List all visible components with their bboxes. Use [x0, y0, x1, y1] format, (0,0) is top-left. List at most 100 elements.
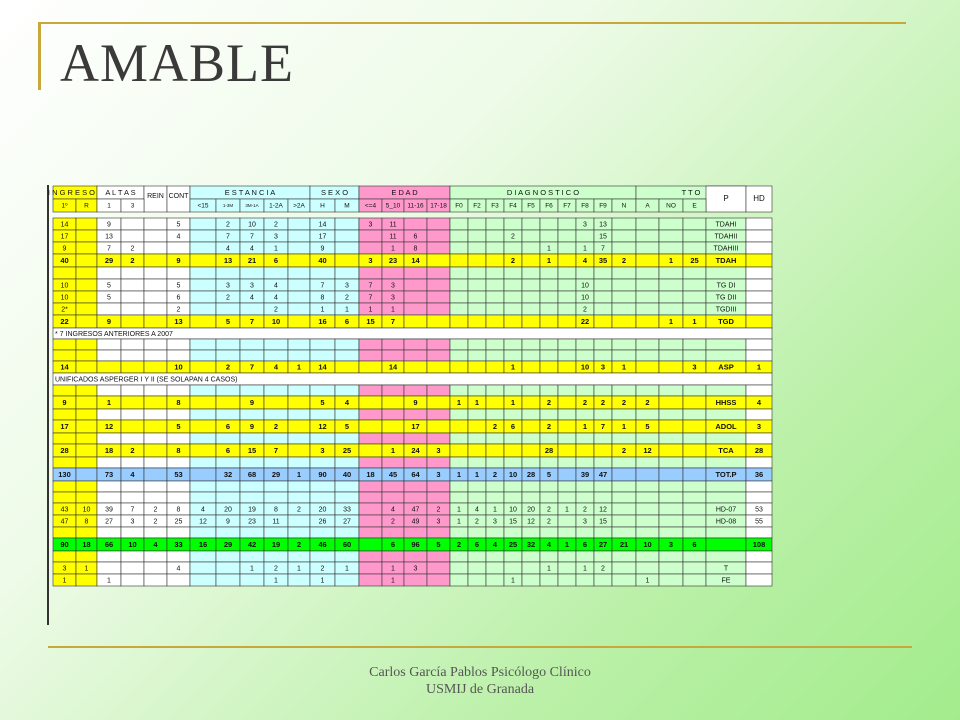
cell-value: 21	[248, 256, 256, 265]
table-cell	[557, 432, 577, 445]
cell-value: 3	[601, 362, 605, 371]
table-cell	[75, 408, 98, 421]
table-cell	[52, 408, 77, 421]
table-cell	[426, 241, 451, 255]
cell-value: 14	[389, 362, 398, 371]
cell-value: 2	[622, 256, 626, 265]
cell-value: 14	[60, 362, 69, 371]
cell-value: 27	[105, 518, 113, 525]
table-cell	[358, 229, 383, 243]
table-cell	[449, 290, 469, 304]
left-rule	[38, 22, 41, 90]
table-cell	[745, 229, 773, 243]
table-cell	[96, 561, 122, 575]
subheader-24: F8	[581, 203, 589, 210]
table-cell	[215, 302, 241, 316]
table-cell	[120, 419, 145, 434]
table-cell	[120, 360, 145, 374]
subheader-27: A	[645, 203, 650, 210]
table-cell	[557, 278, 577, 292]
table-cell	[215, 550, 241, 563]
table-cell	[611, 314, 637, 329]
table-cell	[539, 314, 559, 329]
cell-value: 10	[174, 362, 182, 371]
cell-value: 23	[248, 518, 256, 525]
table-cell	[426, 253, 451, 268]
table-cell	[143, 443, 168, 458]
cell-value: 4	[274, 294, 278, 301]
header-p-cell	[705, 185, 747, 213]
table-cell	[403, 480, 428, 493]
cell-value: 22	[581, 317, 589, 326]
table-cell	[449, 241, 469, 255]
table-cell	[215, 266, 241, 280]
table-cell	[358, 360, 383, 374]
table-cell	[593, 491, 613, 504]
table-cell	[143, 338, 168, 351]
subheader-6: <15	[197, 203, 208, 210]
cell-value: 18	[366, 470, 374, 479]
table-cell	[539, 266, 559, 280]
cell-value: 10	[248, 221, 256, 228]
table-cell	[358, 443, 383, 458]
table-cell	[467, 491, 487, 504]
table-cell	[75, 573, 98, 587]
table-cell	[745, 384, 773, 397]
table-cell	[658, 573, 684, 587]
subheader-25: F9	[599, 203, 607, 210]
subheader-11: H	[320, 203, 325, 210]
table-cell	[287, 302, 311, 316]
cell-value: 2	[601, 565, 605, 572]
group-header-edad: E D A D	[391, 188, 418, 197]
cell-value: 7	[369, 294, 373, 301]
table-cell	[403, 349, 428, 362]
table-cell	[263, 266, 289, 280]
table-cell	[635, 514, 660, 528]
table-cell	[358, 526, 383, 539]
table-cell	[358, 480, 383, 493]
cell-value: 23	[389, 256, 397, 265]
table-cell	[745, 491, 773, 504]
cell-value: 2	[154, 506, 158, 513]
group-header-diagnostico: D I A G N O S T I C O	[507, 188, 579, 197]
table-cell	[503, 217, 523, 231]
cell-value: 5	[176, 422, 180, 431]
group-header-tto: T T O	[682, 188, 701, 197]
table-cell	[593, 290, 613, 304]
table-cell	[215, 395, 241, 410]
table-cell	[682, 502, 707, 516]
table-cell	[96, 526, 122, 539]
cell-value: 1	[391, 565, 395, 572]
table-cell	[334, 217, 360, 231]
table-cell	[166, 241, 191, 255]
table-cell	[521, 360, 541, 374]
table-cell	[426, 432, 451, 445]
cell-value: 15	[366, 317, 374, 326]
table-cell	[189, 384, 217, 397]
table-cell	[449, 432, 469, 445]
table-cell	[215, 456, 241, 469]
cell-value: 7	[369, 282, 373, 289]
table-cell	[358, 349, 383, 362]
table-cell	[521, 491, 541, 504]
table-cell	[611, 573, 637, 587]
cell-value: 11	[272, 518, 279, 525]
table-cell	[189, 241, 217, 255]
table-cell	[539, 408, 559, 421]
table-cell	[334, 229, 360, 243]
table-cell	[189, 432, 217, 445]
table-cell	[485, 360, 505, 374]
subheader-19: F3	[491, 203, 499, 210]
slide-footer: Carlos García Pablos Psicólogo Clínico U…	[0, 664, 960, 698]
table-cell	[334, 573, 360, 587]
table-cell	[75, 491, 98, 504]
cell-value: 1	[369, 306, 373, 313]
table-cell	[521, 456, 541, 469]
table-cell	[403, 491, 428, 504]
table-cell	[96, 360, 122, 374]
cell-value: 1	[511, 362, 515, 371]
cell-value: 1	[345, 565, 349, 572]
subheader-cell	[120, 198, 145, 213]
cell-value: 4	[345, 398, 350, 407]
